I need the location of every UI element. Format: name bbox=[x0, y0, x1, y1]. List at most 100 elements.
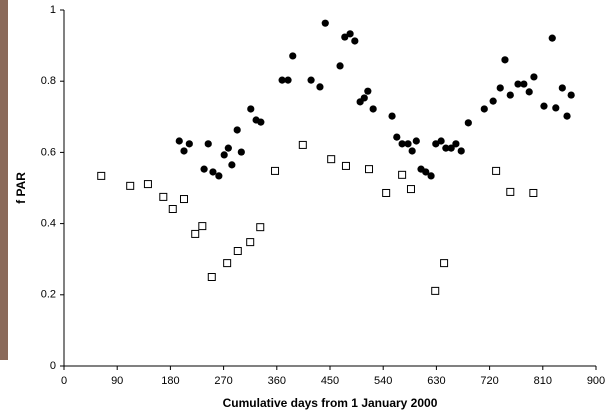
point bbox=[316, 83, 324, 91]
point bbox=[489, 97, 497, 105]
point bbox=[427, 172, 435, 180]
y-tick-label: 0.4 bbox=[41, 218, 56, 230]
point bbox=[437, 137, 445, 145]
point bbox=[452, 140, 460, 148]
point bbox=[143, 180, 152, 189]
point bbox=[256, 223, 265, 232]
point bbox=[233, 126, 241, 134]
point bbox=[159, 192, 168, 201]
point bbox=[228, 161, 236, 169]
x-tick-label: 810 bbox=[534, 375, 552, 387]
point bbox=[398, 170, 407, 179]
point bbox=[563, 112, 571, 120]
point bbox=[97, 171, 106, 180]
point bbox=[447, 144, 455, 152]
y-tick-label: 0 bbox=[50, 360, 56, 372]
photo-strip bbox=[0, 0, 8, 360]
point bbox=[408, 147, 416, 155]
point bbox=[207, 273, 216, 281]
point bbox=[514, 80, 522, 88]
point bbox=[529, 188, 538, 197]
point bbox=[215, 172, 223, 180]
point bbox=[289, 52, 297, 60]
y-tick-label: 0.8 bbox=[41, 75, 56, 87]
y-tick-label: 0.2 bbox=[41, 289, 56, 301]
point bbox=[540, 102, 548, 110]
point bbox=[185, 140, 193, 148]
x-tick-label: 450 bbox=[321, 375, 339, 387]
y-axis-label: f PAR bbox=[14, 172, 28, 204]
point bbox=[496, 84, 504, 92]
x-tick-label: 180 bbox=[161, 375, 179, 387]
point bbox=[393, 133, 401, 141]
point bbox=[442, 144, 450, 152]
point bbox=[364, 87, 372, 95]
point bbox=[200, 165, 208, 173]
y-tick-label: 0.6 bbox=[41, 146, 56, 158]
point bbox=[492, 166, 501, 175]
point bbox=[520, 80, 528, 88]
point bbox=[307, 76, 315, 84]
point bbox=[346, 30, 354, 38]
x-tick-label: 630 bbox=[427, 375, 445, 387]
point bbox=[209, 168, 217, 176]
x-tick-label: 540 bbox=[374, 375, 392, 387]
point bbox=[506, 91, 514, 99]
point bbox=[341, 33, 349, 41]
point bbox=[278, 76, 286, 84]
point bbox=[406, 185, 415, 194]
point bbox=[179, 195, 188, 204]
point bbox=[501, 56, 509, 64]
point bbox=[246, 238, 255, 247]
point bbox=[404, 140, 412, 148]
point bbox=[382, 188, 391, 197]
point bbox=[341, 161, 350, 170]
x-tick-label: 360 bbox=[268, 375, 286, 387]
point bbox=[168, 205, 177, 214]
x-tick-label: 900 bbox=[587, 375, 605, 387]
point bbox=[552, 104, 560, 112]
point bbox=[327, 155, 336, 164]
point bbox=[457, 147, 465, 155]
point bbox=[220, 151, 228, 159]
point bbox=[480, 105, 488, 113]
point bbox=[440, 259, 449, 268]
point bbox=[412, 137, 420, 145]
point bbox=[191, 229, 200, 238]
point bbox=[271, 166, 280, 175]
point bbox=[198, 222, 207, 231]
point bbox=[223, 259, 232, 268]
point bbox=[284, 76, 292, 84]
point bbox=[365, 165, 374, 174]
point bbox=[388, 112, 396, 120]
x-tick-label: 0 bbox=[61, 375, 67, 387]
point bbox=[336, 62, 344, 70]
point bbox=[506, 187, 515, 196]
point bbox=[422, 168, 430, 176]
point bbox=[351, 37, 359, 45]
x-tick-label: 90 bbox=[111, 375, 123, 387]
point bbox=[175, 137, 183, 145]
x-tick-label: 720 bbox=[480, 375, 498, 387]
point bbox=[126, 181, 135, 190]
point bbox=[525, 88, 533, 96]
point bbox=[558, 84, 566, 92]
point bbox=[237, 148, 245, 156]
point bbox=[432, 140, 440, 148]
point bbox=[233, 247, 242, 256]
point bbox=[530, 73, 538, 81]
point bbox=[180, 147, 188, 155]
point bbox=[431, 286, 440, 295]
point bbox=[247, 105, 255, 113]
point bbox=[224, 144, 232, 152]
point bbox=[360, 94, 368, 102]
point bbox=[298, 140, 307, 149]
point bbox=[464, 119, 472, 127]
x-tick-label: 270 bbox=[214, 375, 232, 387]
y-tick-label: 1 bbox=[50, 4, 56, 16]
point bbox=[567, 91, 575, 99]
point bbox=[257, 118, 265, 126]
point bbox=[321, 19, 329, 27]
